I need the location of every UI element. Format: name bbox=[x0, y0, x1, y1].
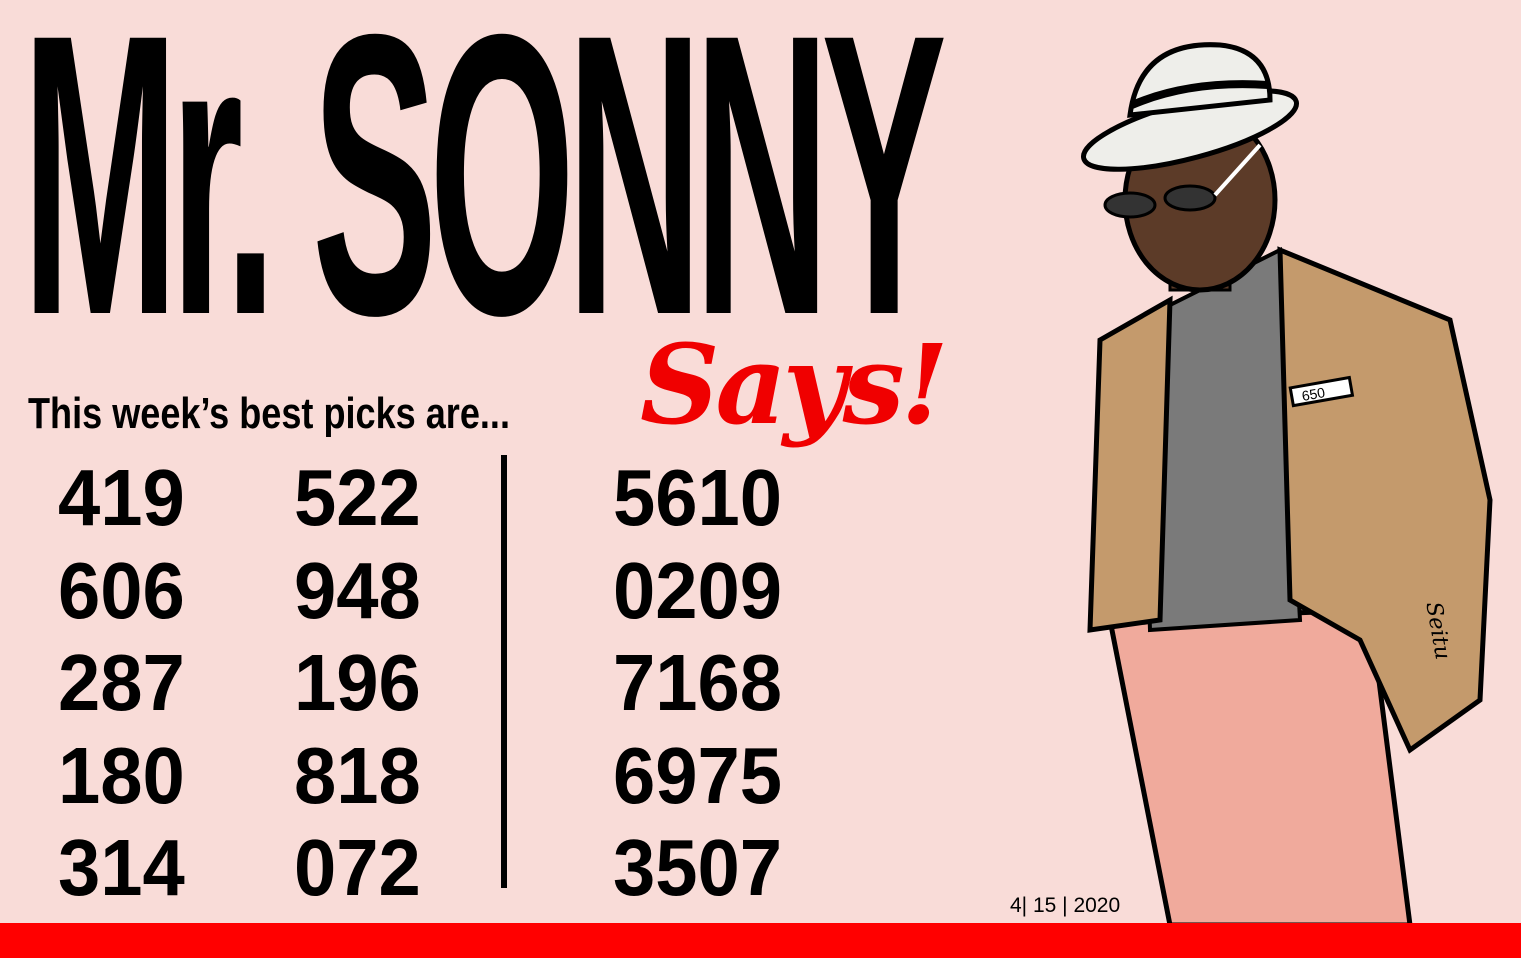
mr-sonny-illustration: 650 bbox=[1070, 20, 1521, 928]
pick-number: 314 bbox=[58, 823, 185, 912]
pick-number: 072 bbox=[294, 823, 421, 912]
pick-number: 818 bbox=[294, 730, 421, 820]
says-script-text: Says! bbox=[640, 320, 949, 449]
pick-number: 5610 bbox=[613, 453, 783, 542]
pick-number: 522 bbox=[294, 453, 421, 542]
date-label: 4| 15 | 2020 bbox=[1010, 894, 1121, 917]
pick3-column-2: 522 948 196 818 072 bbox=[294, 452, 427, 915]
pick-number: 7168 bbox=[613, 638, 783, 727]
pick-number: 948 bbox=[294, 545, 421, 635]
pick-number: 606 bbox=[58, 545, 185, 635]
pick3-column-1: 419 606 287 180 314 bbox=[58, 452, 191, 915]
pick-number: 3507 bbox=[613, 823, 783, 912]
pick-number: 6975 bbox=[613, 730, 783, 820]
pocket-card-text: 650 bbox=[1300, 384, 1326, 404]
pick-number: 196 bbox=[294, 638, 421, 727]
pick-number: 0209 bbox=[613, 545, 783, 635]
pick-number: 419 bbox=[58, 453, 185, 542]
page-title: Mr. SONNY bbox=[22, 0, 947, 398]
pick-number: 180 bbox=[58, 730, 185, 820]
column-divider bbox=[501, 455, 507, 888]
pick4-column: 5610 0209 7168 6975 3507 bbox=[613, 452, 791, 915]
footer-red-bar bbox=[0, 923, 1521, 958]
subtitle: This week’s best picks are... bbox=[28, 389, 510, 438]
pick-number: 287 bbox=[58, 638, 185, 727]
